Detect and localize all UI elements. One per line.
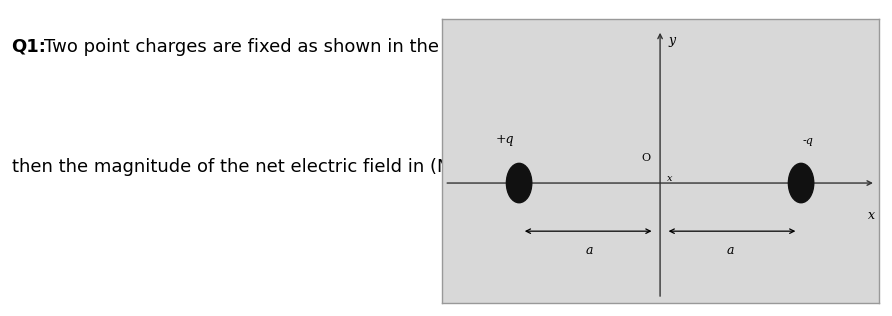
Text: y: y xyxy=(668,34,675,47)
Text: a: a xyxy=(586,244,593,257)
Circle shape xyxy=(507,163,532,203)
Text: O: O xyxy=(641,153,650,163)
Text: x: x xyxy=(868,209,875,222)
Circle shape xyxy=(789,163,814,203)
Text: a: a xyxy=(727,244,734,257)
Text: then the magnitude of the net electric field in (N/C) at the origin O is:: then the magnitude of the net electric f… xyxy=(12,158,639,176)
Text: -q: -q xyxy=(803,136,814,146)
Text: +q: +q xyxy=(496,133,514,146)
Text: Q1:: Q1: xyxy=(12,38,46,56)
Text: Two point charges are fixed as shown in the figure. If q = 80 nC and a= 0,5 m,: Two point charges are fixed as shown in … xyxy=(44,38,750,56)
Text: x: x xyxy=(667,174,673,183)
